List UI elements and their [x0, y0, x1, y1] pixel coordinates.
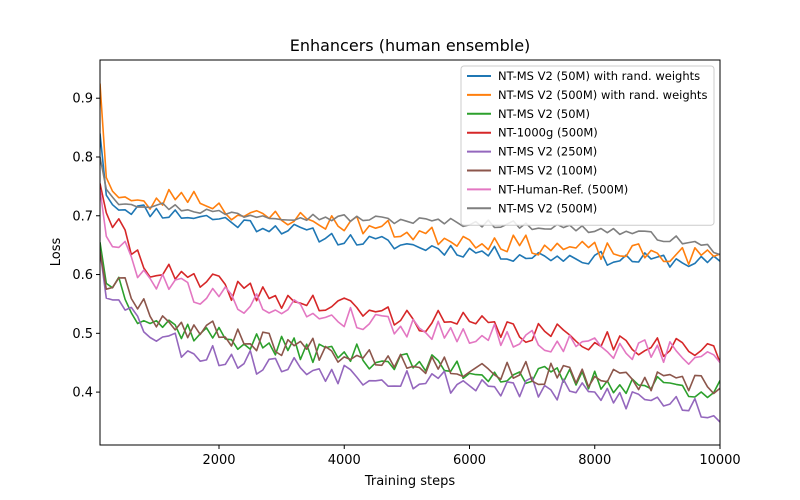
- series-line: [100, 83, 720, 266]
- series-layer: [100, 83, 720, 423]
- y-tick-label: 0.8: [72, 150, 93, 165]
- legend-label: NT-MS V2 (250M): [498, 145, 597, 159]
- legend-label: NT-MS V2 (500M) with rand. weights: [498, 88, 707, 102]
- legend-label: NT-MS V2 (100M): [498, 164, 597, 178]
- legend-label: NT-MS V2 (50M): [498, 107, 590, 121]
- x-tick-label: 2000: [202, 453, 235, 468]
- series-line: [100, 133, 720, 268]
- x-axis-label: Training steps: [364, 474, 456, 489]
- series-line: [100, 189, 720, 365]
- legend-label: NT-MS V2 (50M) with rand. weights: [498, 69, 700, 83]
- y-axis: 0.4 0.5 0.6 0.7 0.8 0.9: [72, 92, 100, 401]
- chart-title: Enhancers (human ensemble): [290, 36, 531, 55]
- y-tick-label: 0.4: [72, 386, 93, 401]
- y-axis-label: Loss: [49, 238, 64, 267]
- legend-box: [460, 65, 715, 226]
- series-line: [100, 250, 720, 395]
- x-tick-label: 10000: [699, 453, 740, 468]
- y-tick-label: 0.7: [72, 209, 93, 224]
- x-tick-label: 6000: [453, 453, 486, 468]
- y-tick-label: 0.9: [72, 92, 93, 107]
- y-tick-label: 0.6: [72, 268, 93, 283]
- series-line: [100, 183, 720, 363]
- y-tick-label: 0.5: [72, 327, 93, 342]
- series-line: [100, 250, 720, 423]
- legend-label: NT-1000g (500M): [498, 126, 598, 140]
- series-line: [100, 156, 720, 256]
- legend-label: NT-MS V2 (500M): [498, 201, 597, 215]
- x-tick-label: 8000: [578, 453, 611, 468]
- x-axis: 2000 4000 6000 8000 10000: [202, 445, 741, 468]
- plot-frame: [99, 59, 721, 446]
- x-tick-label: 4000: [328, 453, 361, 468]
- legend-label: NT-Human-Ref. (500M): [498, 182, 628, 196]
- legend: NT-MS V2 (50M) with rand. weights NT-MS V…: [460, 65, 715, 226]
